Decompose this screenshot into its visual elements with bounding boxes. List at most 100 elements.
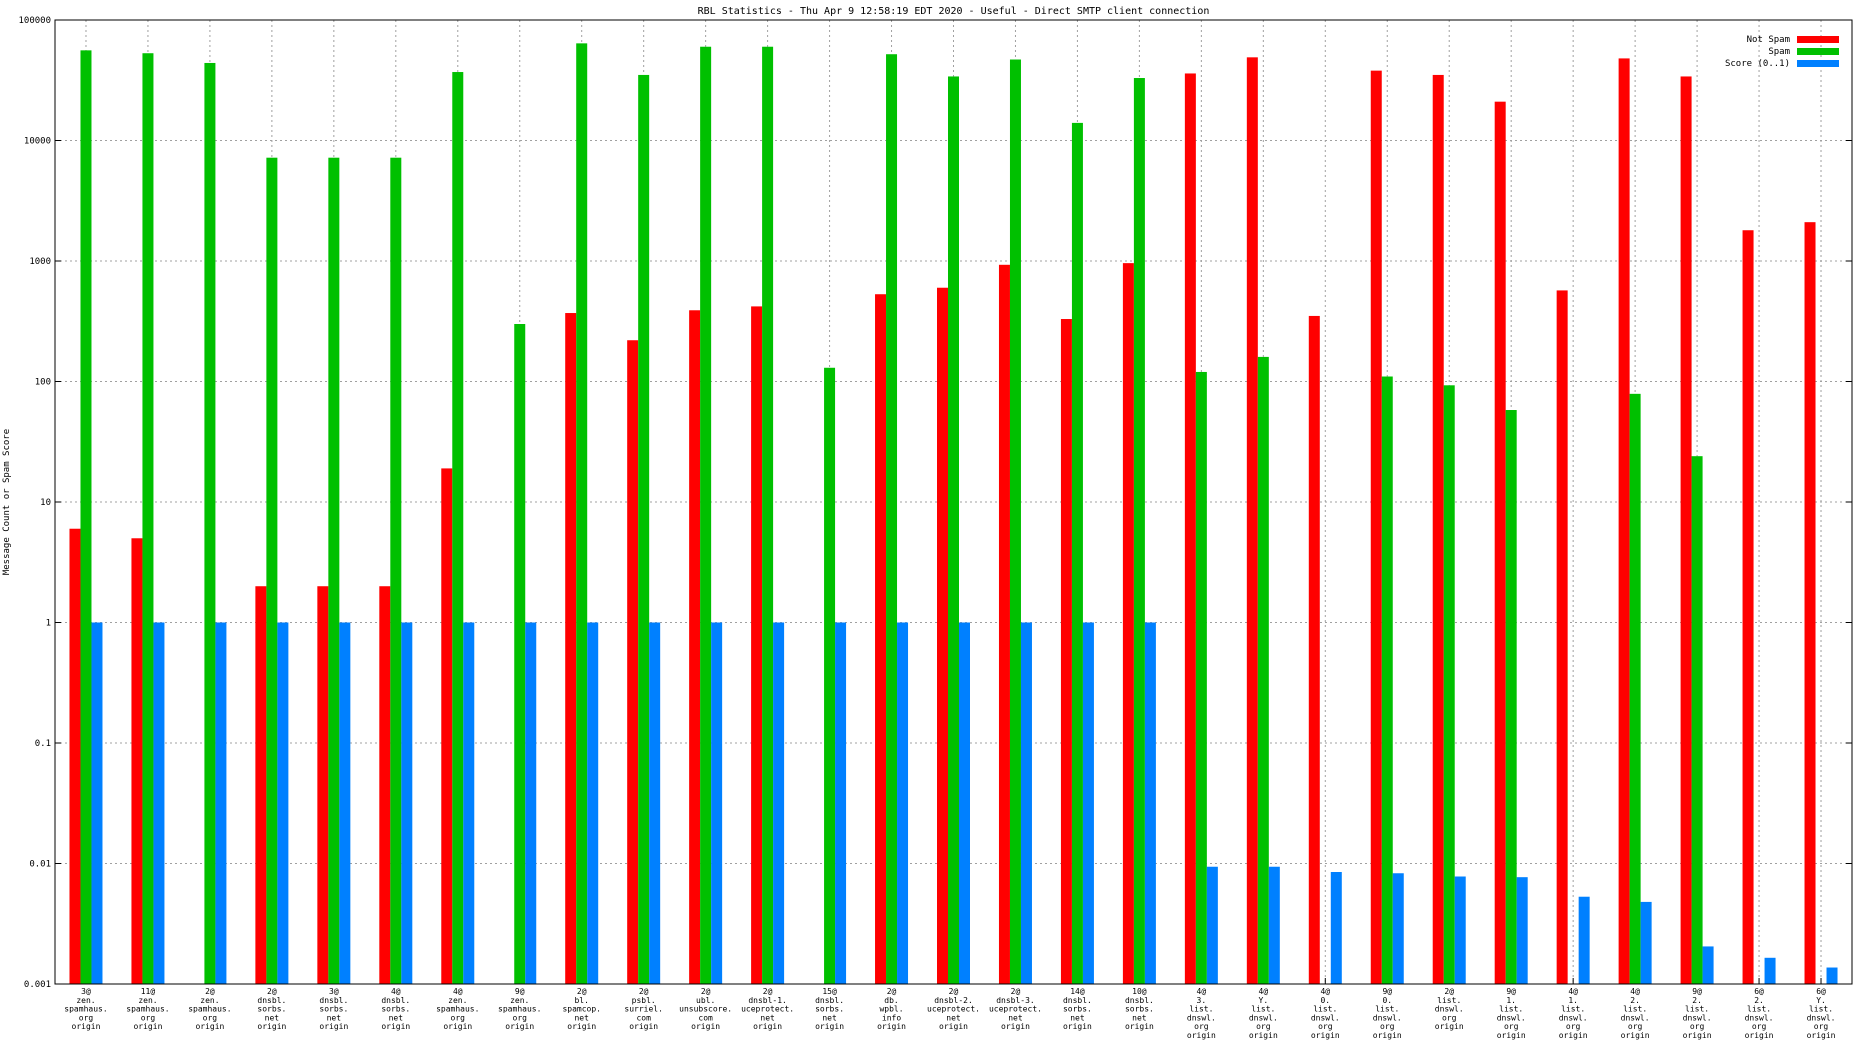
x-category-label: 9@ [1382,987,1392,996]
plot-frame [54,19,1853,985]
x-category-label: com [636,1013,651,1022]
bar-score-0-1 [773,622,785,984]
x-category-label: dnswl. [1559,1013,1588,1022]
x-category-label: origin [1497,1031,1526,1040]
x-category-label: origin [257,1022,286,1031]
bar-spam [1071,122,1083,984]
x-category-label: dnswl. [1683,1013,1712,1022]
bar-spam [1195,371,1207,985]
bar-score-0-1 [1020,622,1032,984]
x-category-label: zen. [76,996,95,1005]
bar-score-0-1 [897,622,909,984]
x-category-label: uceprotect. [741,1005,794,1014]
bar-score-0-1 [1454,876,1466,984]
x-category-label: spamhaus. [64,1005,107,1014]
x-category-label: 2@ [639,987,649,996]
bar-not-spam [1432,74,1444,984]
bar-not-spam [255,586,267,984]
x-category-label: 2. [1692,996,1702,1005]
x-category-label: wpbl. [879,1005,903,1014]
bar-score-0-1 [91,622,103,984]
x-category-label: origin [133,1022,162,1031]
bar-spam [514,324,526,984]
x-category-label: uceprotect. [989,1005,1042,1014]
x-category-label: dnswl. [1311,1013,1340,1022]
y-tick-label: 1000 [29,257,51,267]
x-axis-category-labels: 3@zen.spamhaus.orgorigin11@zen.spamhaus.… [64,987,1835,1040]
bar-score-0-1 [1082,622,1094,984]
x-category-label: db. [884,996,898,1005]
x-category-label: org [1814,1022,1829,1031]
bar-not-spam [1680,76,1692,984]
x-category-label: sorbs. [815,1005,844,1014]
bar-score-0-1 [401,622,413,984]
x-category-label: sorbs. [257,1005,286,1014]
x-category-label: 4@ [1320,987,1330,996]
x-category-label: origin [505,1022,534,1031]
x-category-label: list. [1561,1005,1585,1014]
x-category-label: sorbs. [381,1005,410,1014]
bar-not-spam [379,586,391,984]
y-tick-label: 1 [46,619,51,629]
bar-spam [1381,376,1393,984]
bar-spam [204,62,216,985]
x-category-label: list. [1685,1005,1709,1014]
x-category-label: org [451,1013,466,1022]
y-tick-label: 10000 [24,137,51,147]
x-category-label: origin [1063,1022,1092,1031]
bar-spam [1257,356,1269,984]
x-category-label: 15@ [822,987,837,996]
x-category-label: spamhaus. [436,1005,479,1014]
x-category-label: spamcop. [562,1005,601,1014]
x-category-label: 4@ [1630,987,1640,996]
x-category-label: 10@ [1132,987,1147,996]
x-category-label: list. [1437,996,1461,1005]
bar-score-0-1 [649,622,661,984]
x-category-label: origin [1621,1031,1650,1040]
x-category-label: net [946,1013,961,1022]
x-category-label: dnswl. [1249,1013,1278,1022]
x-category-label: dnsbl. [1125,996,1154,1005]
x-category-label: list. [1313,1005,1337,1014]
x-category-label: origin [1311,1031,1340,1040]
bar-spam [1629,393,1641,984]
x-category-label: dnsbl-1. [748,996,787,1005]
legend-label: Spam [1768,47,1790,57]
x-category-label: org [1566,1022,1581,1031]
x-category-label: list. [1809,1005,1833,1014]
x-category-label: 3@ [81,987,91,996]
bar-not-spam [1246,57,1258,985]
bar-spam [948,76,959,984]
bar-not-spam [1494,101,1506,984]
y-axis-ticks: 0.001 0.01 0.1 1 10 100 1000 10000 100000 [18,16,1852,990]
bar-not-spam [998,264,1010,984]
bar-score-0-1 [277,622,289,984]
bar-not-spam [1308,315,1320,984]
bar-score-0-1 [1764,957,1776,984]
bar-score-0-1 [1826,967,1838,984]
x-category-label: origin [877,1022,906,1031]
x-category-label: 2@ [1444,987,1454,996]
x-category-label: origin [1807,1031,1836,1040]
bar-not-spam [131,538,143,984]
legend-swatch [1797,60,1839,67]
bar-score-0-1 [1206,866,1218,984]
x-category-label: 2@ [701,987,711,996]
x-category-label: 9@ [1506,987,1516,996]
bar-not-spam [1804,222,1816,984]
x-category-label: surriel. [624,1005,663,1014]
x-category-label: dnswl. [1435,1005,1464,1014]
bar-not-spam [565,313,577,984]
x-category-label: origin [939,1022,968,1031]
x-category-label: 4@ [1259,987,1269,996]
x-category-label: zen. [138,996,157,1005]
bar-spam [390,157,402,985]
bar-not-spam [1742,230,1754,984]
x-category-label: net [574,1013,589,1022]
x-category-label: 1. [1506,996,1516,1005]
x-category-label: org [203,1013,218,1022]
x-category-label: zen. [448,996,467,1005]
x-category-label: 14@ [1070,987,1085,996]
x-category-label: origin [381,1022,410,1031]
bar-score-0-1 [1268,866,1280,984]
